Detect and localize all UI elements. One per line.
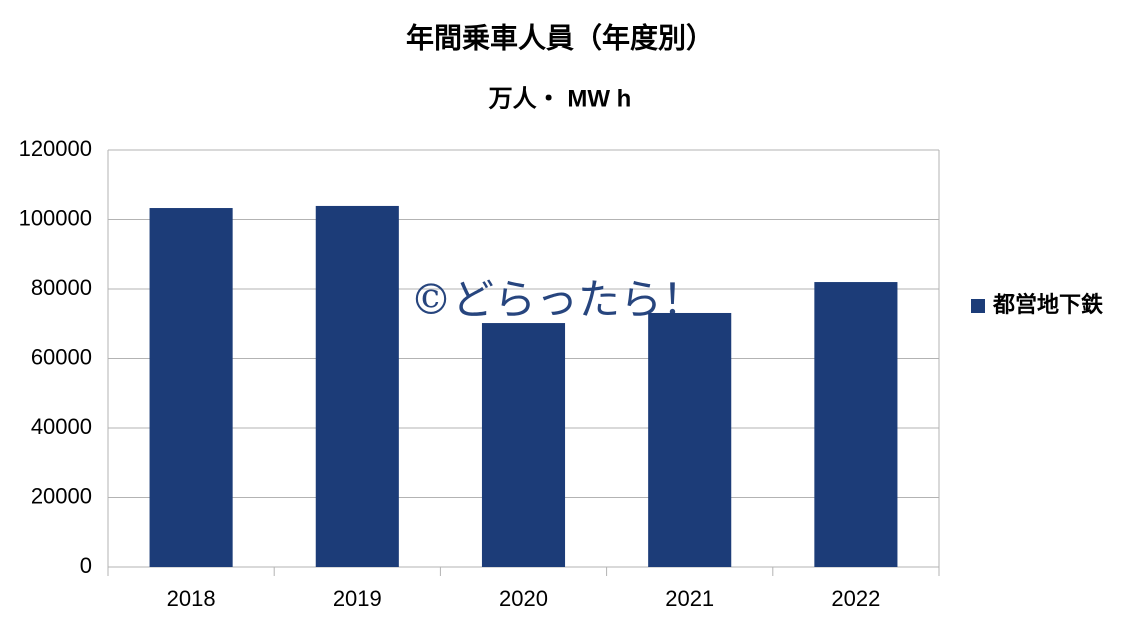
bar [149,208,233,567]
watermark: ©どらったら！ [410,275,704,324]
chart-title: 年間乗車人員（年度別） [406,21,714,53]
bar [814,282,898,567]
x-tick-label: 2018 [167,586,216,611]
y-tick-label: 0 [80,553,92,578]
bar [481,323,566,567]
x-tick-label: 2022 [831,586,880,611]
y-tick-label: 80000 [31,275,92,300]
y-tick-label: 60000 [31,344,92,369]
y-tick-label: 40000 [31,414,92,439]
chart-subtitle: 万人・ MW h [489,85,632,112]
x-tick-label: 2019 [333,586,382,611]
legend-label: 都営地下鉄 [992,292,1103,317]
y-tick-label: 120000 [19,136,92,161]
bar [315,205,399,567]
y-tick-label: 100000 [19,205,92,230]
x-tick-label: 2020 [499,586,548,611]
legend-swatch [971,299,985,313]
y-tick-label: 20000 [31,483,92,508]
bar [648,312,732,567]
x-tick-label: 2021 [665,586,714,611]
